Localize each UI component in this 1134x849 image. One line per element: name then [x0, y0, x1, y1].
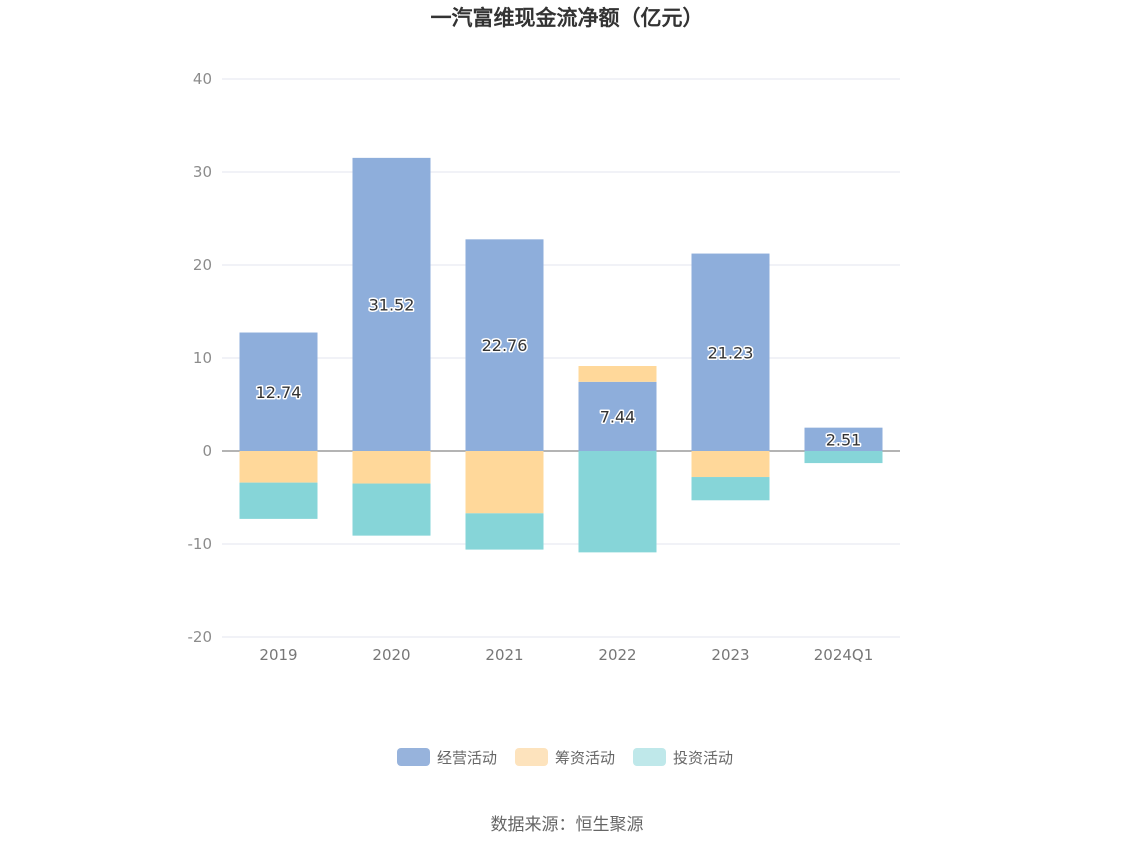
legend-swatch	[633, 748, 666, 766]
x-tick-label: 2021	[485, 646, 523, 664]
grid	[222, 78, 900, 638]
bar-segment	[691, 451, 770, 478]
bar-segment	[578, 381, 657, 451]
legend-item[interactable]: 投资活动	[633, 748, 733, 767]
y-tick-label: 30	[193, 163, 212, 181]
y-tick-label: 40	[193, 70, 212, 88]
bar-segment	[804, 451, 883, 464]
x-tick-label: 2023	[711, 646, 749, 664]
chart-title: 一汽富维现金流净额（亿元）	[431, 6, 704, 30]
legend[interactable]: 经营活动 筹资活动 投资活动	[397, 748, 733, 767]
legend-item[interactable]: 经营活动	[397, 748, 497, 767]
y-tick-label: 0	[202, 442, 212, 460]
bar-segment	[578, 365, 657, 382]
y-tick-label: -20	[188, 628, 213, 646]
x-tick-label: 2022	[598, 646, 636, 664]
data-labels: 12.74 31.52 22.76 7.44 21.23 2.51	[254, 294, 863, 451]
data-label: 22.76	[482, 336, 528, 355]
y-tick-label: -10	[188, 535, 213, 553]
data-label: 21.23	[708, 343, 754, 362]
y-tick-label: 20	[193, 256, 212, 274]
bars	[239, 157, 883, 553]
bar-segment	[691, 253, 770, 451]
bar-segment	[239, 482, 318, 519]
bar-segment	[804, 427, 883, 451]
x-axis: 2019 2020 2021 2022 2023 2024Q1	[259, 646, 873, 664]
bar-segment	[578, 451, 657, 553]
legend-label: 经营活动	[437, 749, 497, 767]
data-source: 数据来源：恒生聚源	[491, 815, 644, 835]
x-tick-label: 2019	[259, 646, 297, 664]
legend-label: 筹资活动	[555, 749, 615, 767]
bar-segment	[239, 332, 318, 451]
data-label: 7.44	[600, 407, 636, 426]
bar-segment	[352, 157, 431, 451]
legend-swatch	[515, 748, 548, 766]
data-label: 12.74	[256, 383, 302, 402]
bar-segment	[352, 483, 431, 536]
bar-segment	[239, 451, 318, 483]
x-tick-label: 2024Q1	[814, 646, 874, 664]
legend-swatch	[397, 748, 430, 766]
bar-segment	[465, 239, 544, 451]
data-label: 2.51	[826, 430, 862, 449]
bar-segment	[465, 513, 544, 550]
data-label: 31.52	[369, 295, 415, 314]
bar-segment	[352, 451, 431, 484]
y-axis: 40 30 20 10 0 -10 -20	[188, 70, 213, 646]
x-tick-label: 2020	[372, 646, 410, 664]
legend-item[interactable]: 筹资活动	[515, 748, 615, 767]
bar-segment	[465, 451, 544, 514]
y-tick-label: 10	[193, 349, 212, 367]
bar-segment	[691, 477, 770, 501]
legend-label: 投资活动	[673, 749, 733, 767]
